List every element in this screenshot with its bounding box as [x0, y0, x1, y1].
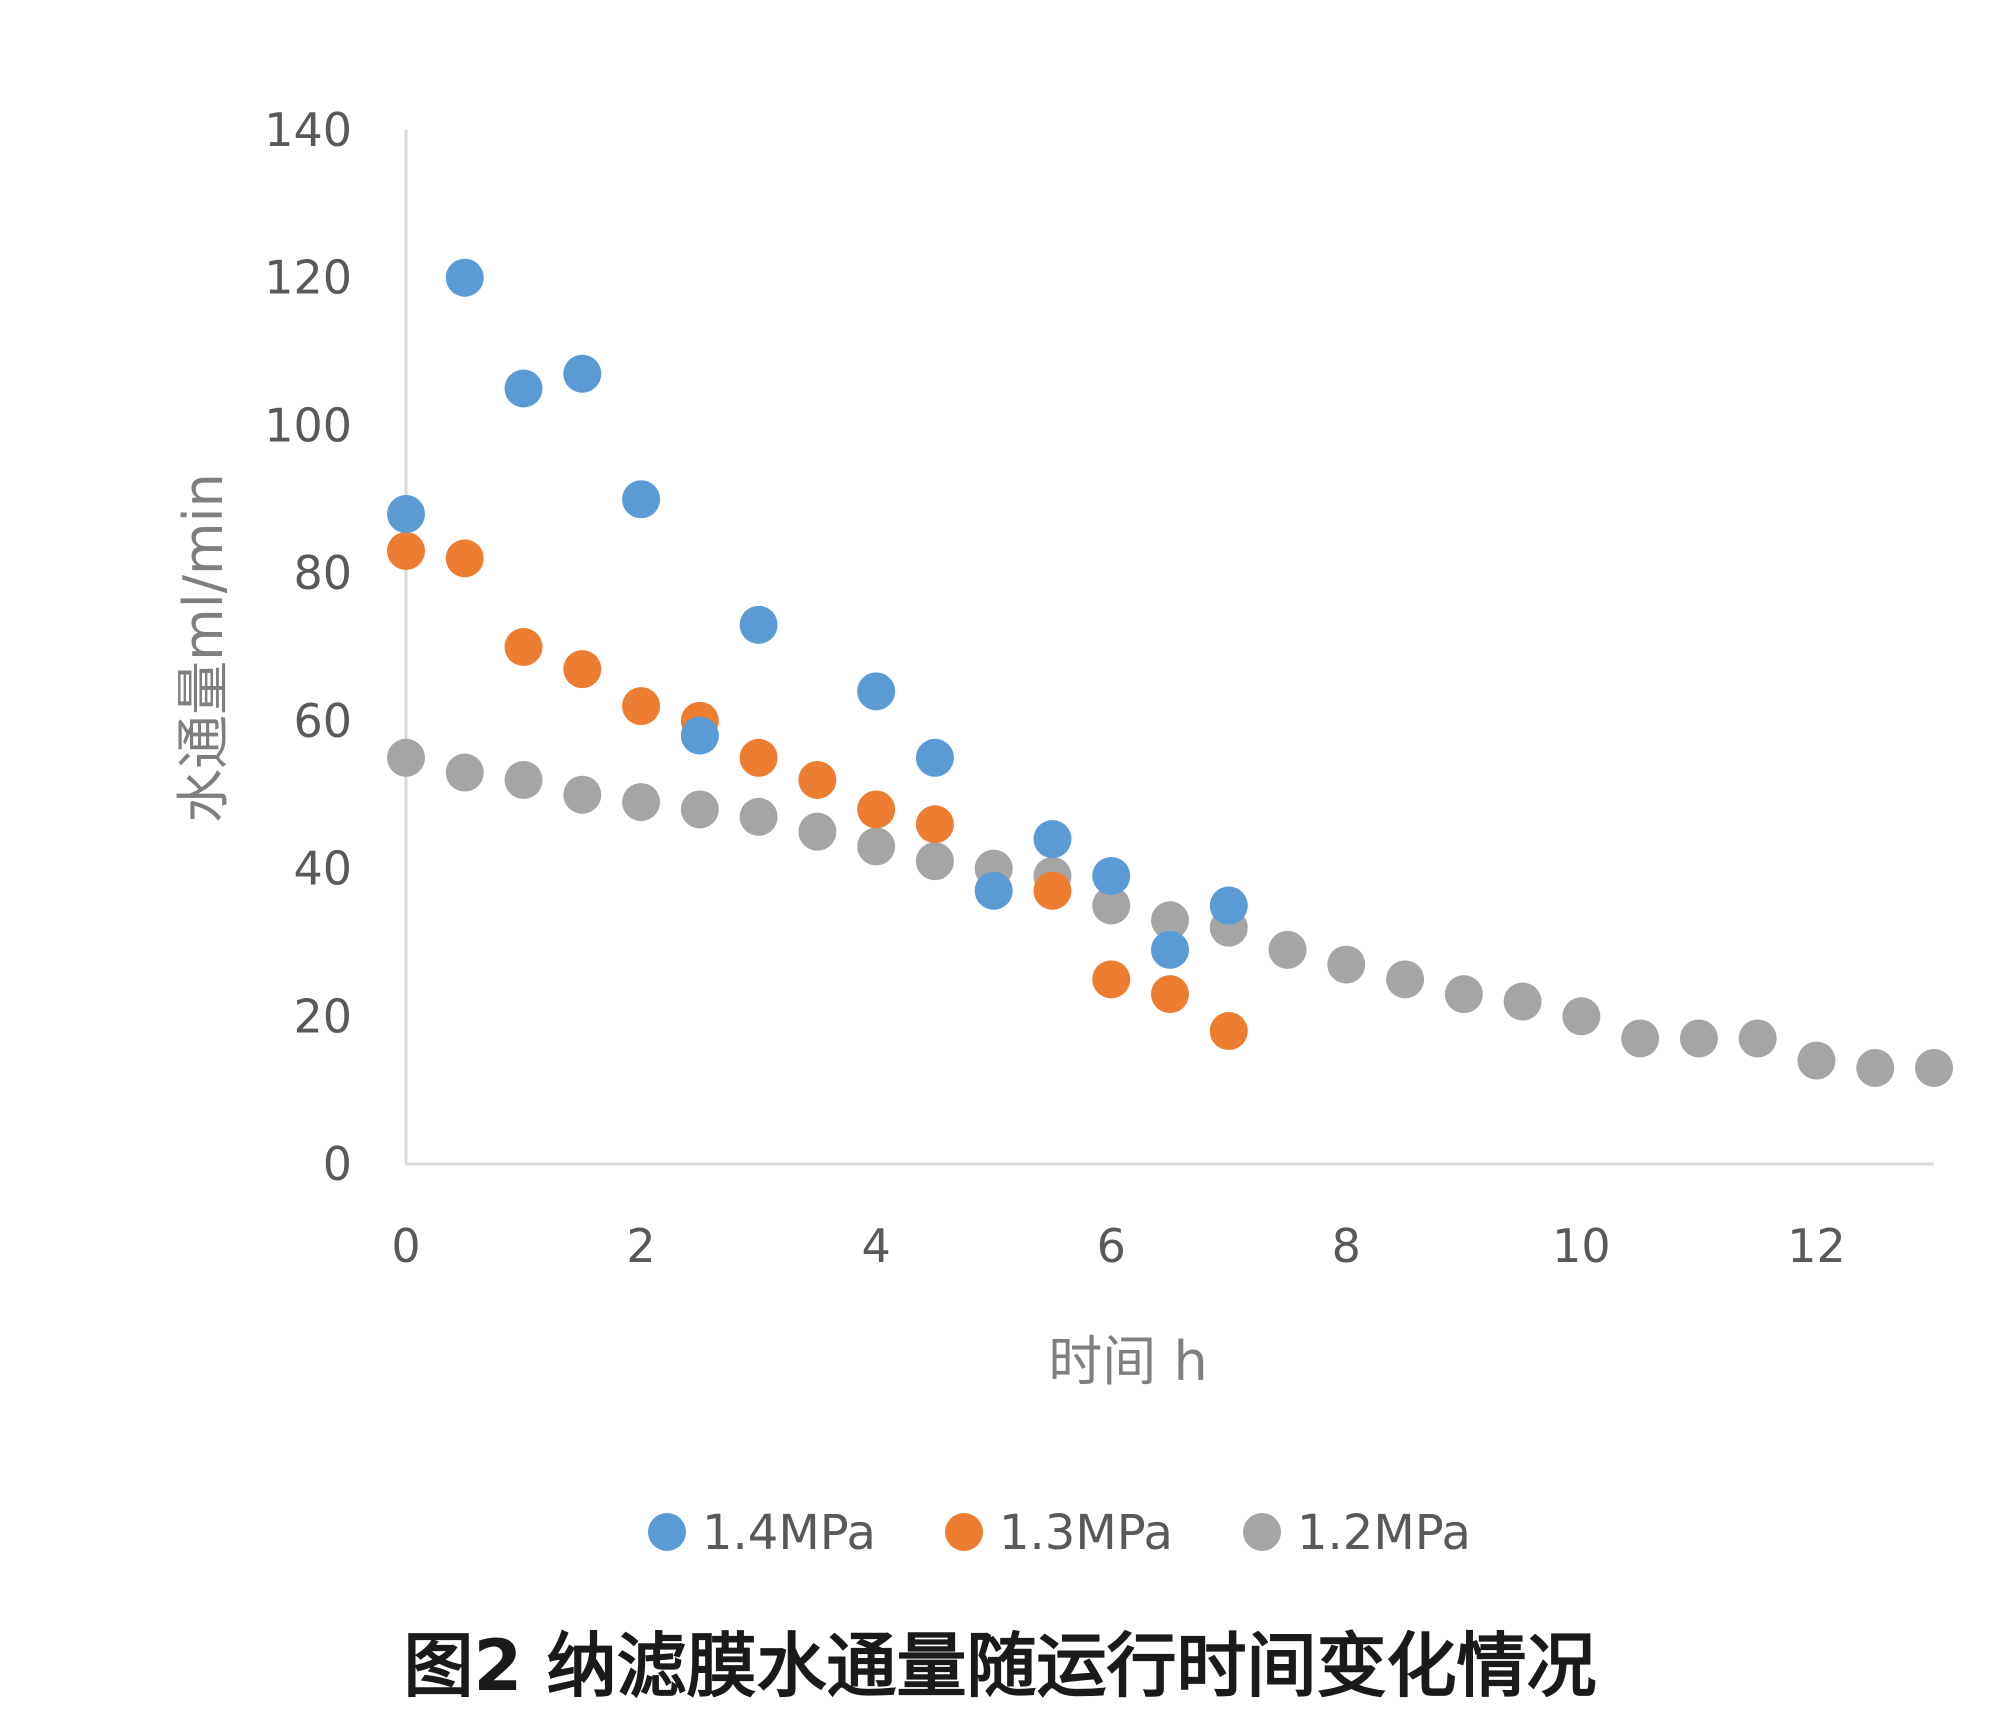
data-point-12mpa	[798, 812, 837, 851]
data-point-14mpa	[445, 258, 484, 297]
figure-caption: 图2 纳滤膜水通量随运行时间变化情况	[403, 1625, 1596, 1707]
x-tick-label: 12	[1787, 1219, 1846, 1273]
data-point-14mpa	[739, 605, 778, 644]
data-point-14mpa	[387, 495, 425, 534]
legend-marker-14mpa	[648, 1513, 686, 1551]
data-point-12mpa	[504, 760, 543, 799]
y-tick-label: 20	[293, 989, 352, 1043]
y-tick-label: 40	[293, 842, 352, 896]
data-point-12mpa	[1327, 945, 1366, 984]
data-point-12mpa	[680, 790, 719, 829]
data-point-14mpa	[680, 716, 719, 755]
x-tick-label: 0	[391, 1219, 420, 1273]
y-tick-label: 80	[293, 546, 352, 600]
data-point-14mpa	[563, 354, 602, 393]
data-point-12mpa	[1738, 1019, 1777, 1058]
data-point-14mpa	[1209, 886, 1248, 925]
data-point-13mpa	[387, 531, 425, 570]
data-point-12mpa	[622, 783, 661, 822]
data-point-12mpa	[1151, 901, 1189, 940]
y-tick-label: 100	[264, 398, 352, 452]
data-point-13mpa	[622, 687, 661, 726]
data-point-12mpa	[387, 738, 425, 777]
data-point-13mpa	[1033, 871, 1072, 910]
data-point-12mpa	[739, 797, 778, 836]
data-point-12mpa	[1679, 1019, 1718, 1058]
data-point-13mpa	[1092, 960, 1131, 999]
data-point-14mpa	[974, 871, 1013, 910]
y-tick-labels: 0 20 40 60 80 100 120 140	[264, 103, 352, 1191]
data-point-13mpa	[1151, 975, 1189, 1014]
x-tick-label: 6	[1097, 1219, 1126, 1273]
data-point-13mpa	[1209, 1012, 1248, 1051]
data-point-12mpa	[1092, 886, 1131, 925]
data-point-14mpa	[1092, 856, 1131, 895]
y-tick-label: 60	[293, 694, 352, 748]
data-point-12mpa	[445, 753, 484, 792]
data-point-12mpa	[1562, 997, 1601, 1036]
data-point-13mpa	[563, 650, 602, 689]
legend-label-13mpa: 1.3MPa	[999, 1505, 1173, 1561]
data-point-12mpa	[1856, 1048, 1895, 1087]
legend-marker-12mpa	[1243, 1513, 1281, 1551]
x-tick-label: 10	[1552, 1219, 1611, 1273]
legend-label-14mpa: 1.4MPa	[702, 1505, 876, 1561]
data-point-14mpa	[857, 672, 896, 711]
data-points	[387, 258, 1953, 1087]
data-point-14mpa	[1033, 820, 1072, 859]
data-point-14mpa	[1151, 930, 1189, 969]
legend-marker-13mpa	[945, 1513, 983, 1551]
data-point-12mpa	[857, 827, 896, 866]
data-point-13mpa	[857, 790, 896, 829]
x-tick-label: 4	[862, 1219, 891, 1273]
data-point-12mpa	[1503, 982, 1542, 1021]
data-point-12mpa	[1621, 1019, 1660, 1058]
data-point-13mpa	[739, 738, 778, 777]
data-point-13mpa	[798, 760, 837, 799]
data-point-12mpa	[1386, 960, 1425, 999]
legend: 1.4MPa 1.3MPa 1.2MPa	[648, 1505, 1471, 1561]
data-point-12mpa	[563, 775, 602, 814]
axes	[404, 130, 1934, 1166]
data-point-14mpa	[622, 480, 661, 519]
x-axis-title: 时间 h	[1048, 1330, 1207, 1393]
data-point-12mpa	[1915, 1048, 1953, 1087]
y-tick-label: 140	[264, 103, 352, 157]
data-point-13mpa	[504, 628, 543, 666]
y-axis-title: 水通量ml/min	[172, 473, 235, 823]
x-tick-label: 8	[1332, 1219, 1361, 1273]
data-point-14mpa	[915, 738, 954, 777]
x-tick-labels: 0 2 4 6 8 10 12	[391, 1219, 1845, 1273]
data-point-13mpa	[915, 805, 954, 844]
data-point-12mpa	[1797, 1041, 1836, 1080]
data-point-12mpa	[1444, 975, 1483, 1014]
data-point-14mpa	[504, 369, 543, 408]
data-point-12mpa	[915, 842, 954, 881]
y-tick-label: 120	[264, 251, 352, 305]
data-point-12mpa	[1268, 930, 1307, 969]
y-tick-label: 0	[323, 1137, 352, 1191]
data-point-13mpa	[445, 539, 484, 578]
x-tick-label: 2	[626, 1219, 655, 1273]
legend-label-12mpa: 1.2MPa	[1297, 1505, 1471, 1561]
